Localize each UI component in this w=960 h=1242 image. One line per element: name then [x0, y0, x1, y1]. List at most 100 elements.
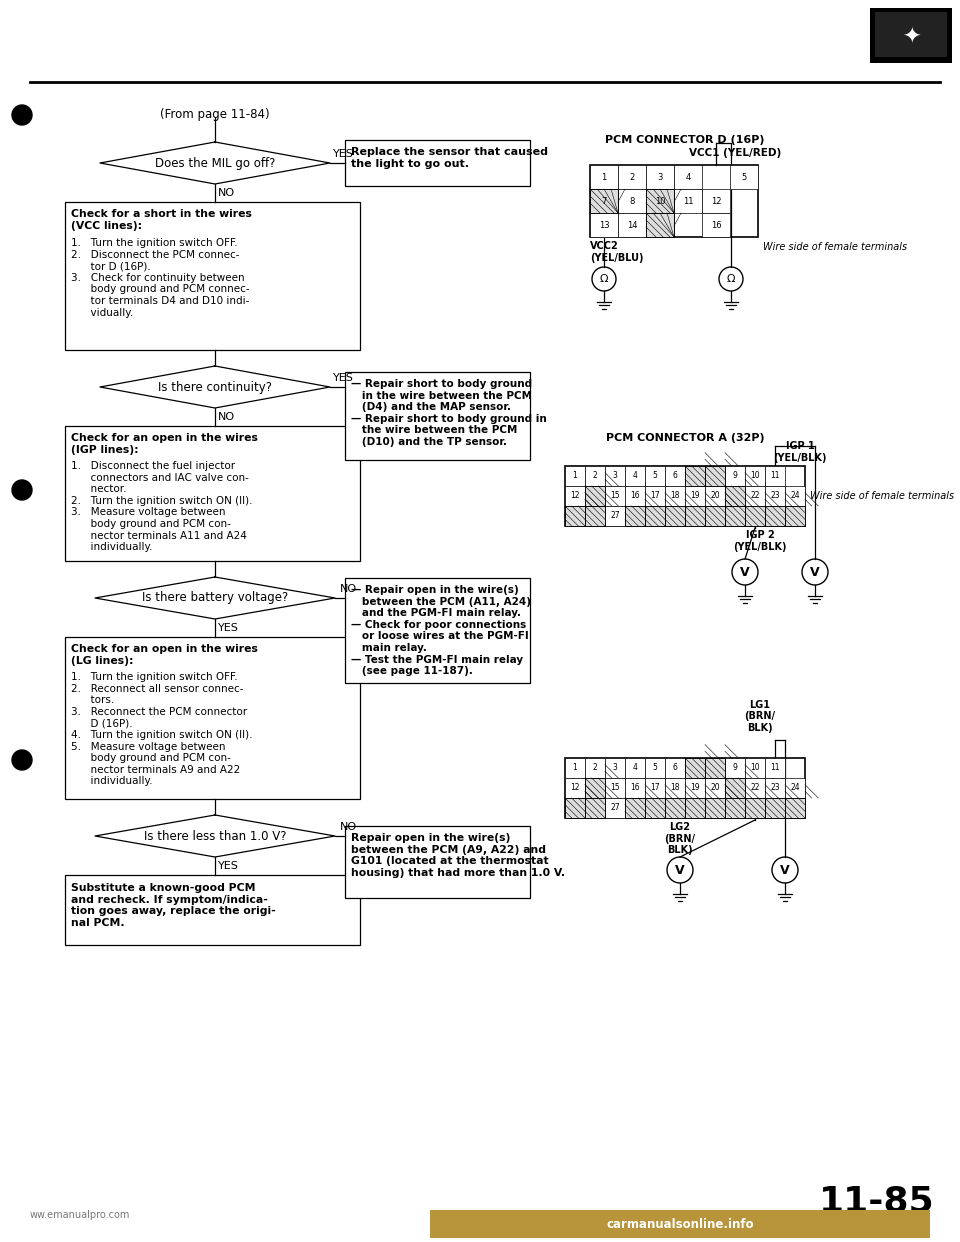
Text: 5: 5: [741, 173, 747, 181]
Bar: [665, 758, 685, 777]
Text: 4: 4: [685, 173, 690, 181]
Bar: [685, 466, 705, 486]
Bar: [590, 189, 618, 212]
Text: 16: 16: [630, 492, 639, 501]
Text: Ω: Ω: [600, 274, 609, 284]
Text: 1.   Turn the ignition switch OFF.
2.   Disconnect the PCM connec-
      tor D (: 1. Turn the ignition switch OFF. 2. Disc…: [71, 238, 250, 318]
Bar: [345, 140, 530, 186]
Text: 1: 1: [572, 472, 577, 481]
Text: VCC2
(YEL/BLU): VCC2 (YEL/BLU): [590, 241, 643, 262]
Text: Check for a short in the wires
(VCC lines):: Check for a short in the wires (VCC line…: [71, 209, 252, 231]
Text: 4: 4: [633, 472, 637, 481]
Text: 11: 11: [770, 472, 780, 481]
Text: 5: 5: [653, 472, 658, 481]
Text: 12: 12: [710, 196, 721, 205]
Text: Wire side of female terminals: Wire side of female terminals: [810, 491, 954, 501]
Text: 12: 12: [570, 784, 580, 792]
Text: 1: 1: [572, 764, 577, 773]
Text: 16: 16: [710, 221, 721, 230]
Bar: [765, 505, 785, 527]
Bar: [875, 12, 947, 57]
Circle shape: [12, 106, 32, 125]
Bar: [665, 799, 685, 818]
Text: 10: 10: [655, 196, 665, 205]
Text: 2: 2: [592, 472, 597, 481]
Text: Replace the sensor that caused
the light to go out.: Replace the sensor that caused the light…: [351, 147, 548, 169]
Text: PCM CONNECTOR D (16P): PCM CONNECTOR D (16P): [605, 135, 765, 145]
Text: 9: 9: [732, 764, 737, 773]
Bar: [565, 799, 585, 818]
Bar: [705, 486, 725, 505]
Bar: [646, 212, 674, 237]
Bar: [785, 799, 805, 818]
Bar: [665, 505, 685, 527]
Bar: [585, 799, 605, 818]
Bar: [645, 466, 665, 486]
Text: YES: YES: [218, 623, 239, 633]
Text: VCC1 (YEL/RED): VCC1 (YEL/RED): [689, 148, 781, 158]
Text: 8: 8: [630, 196, 635, 205]
Bar: [65, 876, 360, 945]
Text: LG2
(BRN/
BLK): LG2 (BRN/ BLK): [664, 822, 695, 856]
Text: 16: 16: [630, 784, 639, 792]
Bar: [665, 486, 685, 505]
Bar: [745, 799, 765, 818]
Bar: [605, 466, 625, 486]
Bar: [725, 505, 745, 527]
Bar: [565, 466, 805, 527]
Bar: [646, 189, 674, 212]
Bar: [725, 486, 745, 505]
Text: 27: 27: [611, 512, 620, 520]
Text: IGP 2
(YEL/BLK): IGP 2 (YEL/BLK): [733, 530, 787, 551]
Bar: [565, 758, 585, 777]
Bar: [730, 165, 758, 189]
Text: V: V: [810, 565, 820, 579]
Bar: [625, 777, 645, 799]
Bar: [785, 486, 805, 505]
Text: Does the MIL go off?: Does the MIL go off?: [155, 156, 276, 169]
Bar: [765, 466, 785, 486]
Text: 17: 17: [650, 492, 660, 501]
Bar: [665, 777, 685, 799]
Text: 20: 20: [710, 784, 720, 792]
Bar: [665, 466, 685, 486]
Text: NO: NO: [340, 822, 357, 832]
Bar: [65, 426, 360, 561]
Text: V: V: [780, 863, 790, 877]
Text: Check for an open in the wires
(LG lines):: Check for an open in the wires (LG lines…: [71, 645, 258, 666]
Bar: [785, 505, 805, 527]
Bar: [590, 212, 618, 237]
Bar: [605, 505, 625, 527]
Bar: [765, 486, 785, 505]
Text: PCM CONNECTOR A (32P): PCM CONNECTOR A (32P): [606, 433, 764, 443]
Text: 18: 18: [670, 784, 680, 792]
Text: 23: 23: [770, 492, 780, 501]
Text: Is there less than 1.0 V?: Is there less than 1.0 V?: [144, 830, 286, 842]
Bar: [618, 212, 646, 237]
Text: 23: 23: [770, 784, 780, 792]
Bar: [685, 799, 705, 818]
Bar: [705, 466, 725, 486]
Bar: [745, 758, 765, 777]
Text: 20: 20: [710, 492, 720, 501]
Text: Repair open in the wire(s)
between the PCM (A9, A22) and
G101 (located at the th: Repair open in the wire(s) between the P…: [351, 833, 565, 878]
Text: LG1
(BRN/
BLK): LG1 (BRN/ BLK): [745, 699, 776, 733]
Text: 19: 19: [690, 784, 700, 792]
Bar: [605, 486, 625, 505]
Text: 15: 15: [611, 784, 620, 792]
Text: 1.   Turn the ignition switch OFF.
2.   Reconnect all sensor connec-
      tors.: 1. Turn the ignition switch OFF. 2. Reco…: [71, 672, 252, 786]
Bar: [705, 799, 725, 818]
Bar: [585, 505, 605, 527]
Text: — Repair short to body ground
   in the wire between the PCM
   (D4) and the MAP: — Repair short to body ground in the wir…: [351, 379, 547, 447]
Bar: [725, 799, 745, 818]
Text: 27: 27: [611, 804, 620, 812]
Text: Is there continuity?: Is there continuity?: [158, 380, 272, 394]
Bar: [870, 7, 952, 63]
Text: 5: 5: [653, 764, 658, 773]
Bar: [685, 758, 705, 777]
Text: 18: 18: [670, 492, 680, 501]
Bar: [585, 777, 605, 799]
Bar: [585, 758, 605, 777]
Text: 12: 12: [570, 492, 580, 501]
Bar: [645, 777, 665, 799]
